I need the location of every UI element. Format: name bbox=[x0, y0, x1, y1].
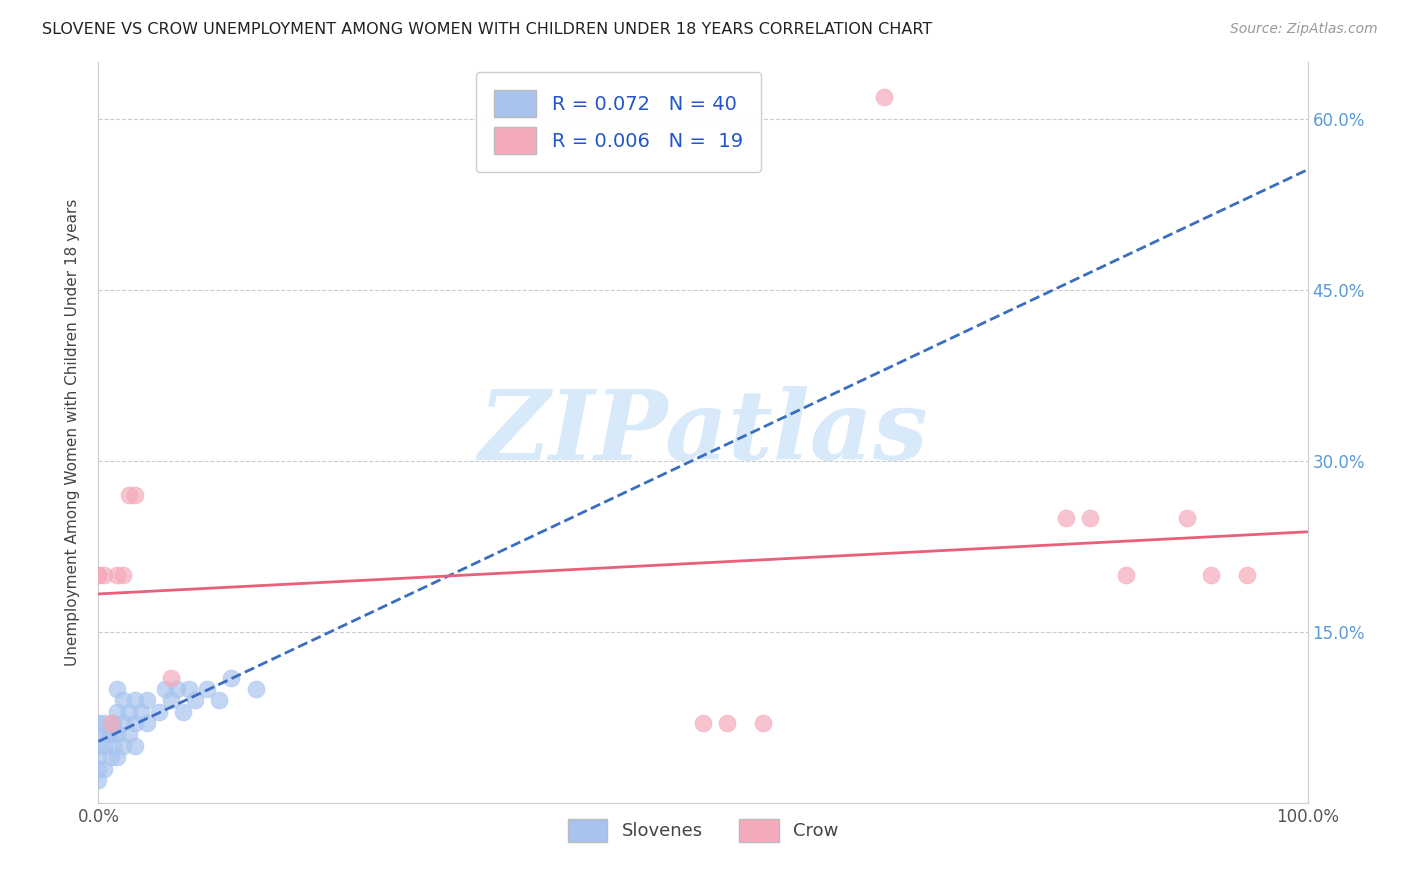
Point bbox=[124, 488, 146, 502]
Point bbox=[105, 705, 128, 719]
Point bbox=[195, 681, 218, 696]
Point bbox=[160, 693, 183, 707]
Point bbox=[752, 716, 775, 731]
Point bbox=[87, 716, 110, 731]
Point bbox=[105, 727, 128, 741]
Point bbox=[87, 739, 110, 753]
Point bbox=[1175, 511, 1198, 525]
Point bbox=[166, 681, 188, 696]
Text: Source: ZipAtlas.com: Source: ZipAtlas.com bbox=[1230, 22, 1378, 37]
Point bbox=[135, 716, 157, 731]
Point bbox=[97, 727, 120, 741]
Point bbox=[93, 762, 115, 776]
Point bbox=[118, 727, 141, 741]
Point bbox=[105, 681, 128, 696]
Point bbox=[93, 739, 115, 753]
Point bbox=[118, 705, 141, 719]
Point bbox=[93, 568, 115, 582]
Point bbox=[160, 671, 183, 685]
Point bbox=[87, 568, 110, 582]
Point bbox=[184, 693, 207, 707]
Point bbox=[148, 705, 170, 719]
Point bbox=[87, 772, 110, 787]
Point bbox=[105, 568, 128, 582]
Point bbox=[716, 716, 738, 731]
Point bbox=[873, 89, 896, 103]
Point bbox=[221, 671, 243, 685]
Point bbox=[100, 727, 122, 741]
Point bbox=[87, 762, 110, 776]
Point bbox=[87, 750, 110, 764]
Point bbox=[1236, 568, 1258, 582]
Point bbox=[111, 739, 134, 753]
Point bbox=[87, 727, 110, 741]
Point bbox=[1054, 511, 1077, 525]
Point bbox=[179, 681, 201, 696]
Point bbox=[87, 568, 110, 582]
Point bbox=[1199, 568, 1222, 582]
Point bbox=[692, 716, 714, 731]
Point bbox=[135, 693, 157, 707]
Point bbox=[124, 693, 146, 707]
Point bbox=[111, 693, 134, 707]
Point bbox=[153, 681, 176, 696]
Point bbox=[208, 693, 231, 707]
Point bbox=[93, 716, 115, 731]
Text: SLOVENE VS CROW UNEMPLOYMENT AMONG WOMEN WITH CHILDREN UNDER 18 YEARS CORRELATIO: SLOVENE VS CROW UNEMPLOYMENT AMONG WOMEN… bbox=[42, 22, 932, 37]
Point bbox=[100, 716, 122, 731]
Point bbox=[124, 716, 146, 731]
Text: ZIPatlas: ZIPatlas bbox=[478, 385, 928, 480]
Point bbox=[111, 568, 134, 582]
Point bbox=[100, 750, 122, 764]
Point bbox=[105, 750, 128, 764]
Point bbox=[111, 716, 134, 731]
Point bbox=[129, 705, 152, 719]
Legend: Slovenes, Crow: Slovenes, Crow bbox=[561, 812, 845, 849]
Point bbox=[172, 705, 194, 719]
Point bbox=[245, 681, 267, 696]
Point bbox=[124, 739, 146, 753]
Point bbox=[101, 716, 124, 731]
Point bbox=[101, 739, 124, 753]
Point bbox=[1115, 568, 1137, 582]
Point bbox=[118, 488, 141, 502]
Point bbox=[1078, 511, 1101, 525]
Y-axis label: Unemployment Among Women with Children Under 18 years: Unemployment Among Women with Children U… bbox=[65, 199, 80, 666]
